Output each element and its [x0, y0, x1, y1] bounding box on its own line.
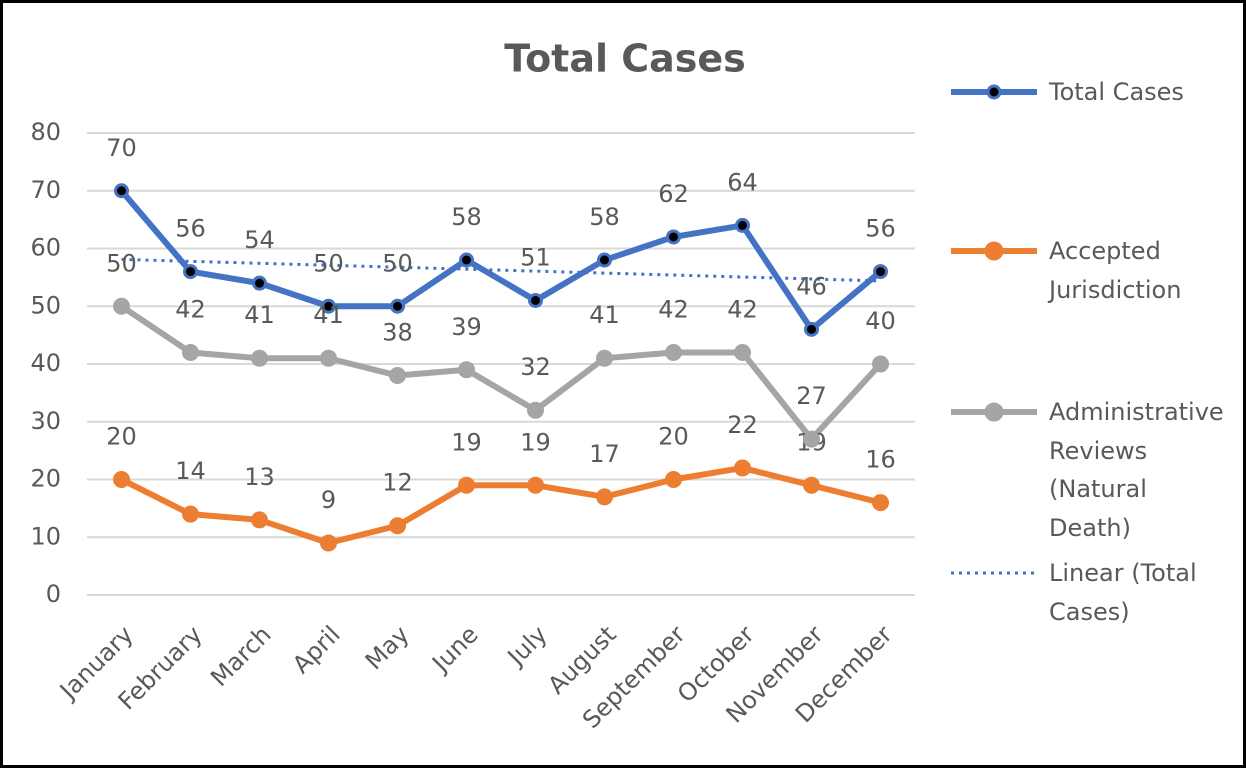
point [320, 349, 337, 367]
legend-marker [984, 241, 1004, 261]
data-label: 38 [382, 319, 413, 347]
series-line [119, 188, 883, 333]
data-label: 20 [658, 423, 689, 451]
data-label: 13 [244, 463, 275, 491]
point [734, 343, 751, 361]
point [527, 401, 544, 419]
data-label: 19 [520, 428, 551, 456]
data-label: 58 [589, 203, 620, 231]
data-label: 32 [520, 353, 551, 381]
legend-label: Total Cases [1049, 78, 1184, 106]
x-tick-label: July [501, 620, 553, 672]
chart: Total Cases 01020304050607080JanuaryFebr… [30, 37, 1037, 734]
point [389, 367, 406, 385]
data-label: 22 [727, 411, 758, 439]
data-label: 27 [796, 382, 827, 410]
data-label: 16 [865, 446, 896, 474]
legend-marker [986, 84, 1002, 100]
point [803, 476, 820, 494]
series-line [120, 464, 882, 547]
data-label: 39 [451, 313, 482, 341]
legend-label: Accepted Jurisdiction [1049, 237, 1182, 304]
y-tick-label: 10 [30, 522, 61, 550]
data-label: 51 [520, 243, 551, 271]
point [665, 471, 682, 488]
point [114, 183, 129, 199]
point [872, 494, 889, 512]
point [251, 511, 268, 529]
legend-label: Administrative Reviews (Natural Death) [1049, 398, 1224, 542]
point [596, 349, 613, 367]
x-tick-label: June [426, 620, 484, 678]
point [528, 292, 543, 308]
data-label: 19 [451, 428, 482, 456]
data-label: 58 [451, 203, 482, 231]
data-label: 41 [244, 301, 275, 329]
data-label: 56 [865, 215, 896, 243]
point [597, 252, 612, 268]
point [389, 517, 406, 535]
y-tick-label: 60 [30, 234, 61, 262]
point [252, 275, 267, 291]
data-label: 40 [865, 307, 896, 335]
data-label: 64 [727, 168, 758, 196]
point [182, 343, 199, 361]
data-label: 70 [106, 134, 137, 162]
data-label: 50 [313, 249, 344, 277]
point [666, 229, 681, 245]
legend-label: Linear (Total Cases) [1049, 559, 1197, 626]
point [803, 430, 820, 448]
y-tick-label: 40 [30, 349, 61, 377]
data-label: 50 [382, 249, 413, 277]
y-tick-label: 30 [30, 407, 61, 435]
data-label: 41 [313, 301, 344, 329]
point [113, 297, 130, 315]
x-tick-label: May [360, 620, 415, 675]
data-label: 56 [175, 215, 206, 243]
data-label: 54 [244, 226, 275, 254]
point [734, 459, 751, 477]
data-label: 17 [589, 440, 620, 468]
data-label: 62 [658, 180, 689, 208]
y-tick-label: 50 [30, 291, 61, 319]
y-tick-label: 0 [46, 580, 61, 608]
series-line [119, 303, 883, 443]
point [183, 264, 198, 280]
data-label: 12 [382, 469, 413, 497]
point [735, 217, 750, 233]
point [665, 343, 682, 361]
point [596, 488, 613, 506]
trendline [121, 257, 881, 283]
y-tick-label: 80 [30, 118, 61, 146]
point [459, 252, 474, 268]
point [527, 476, 544, 494]
point [804, 321, 819, 337]
point [182, 505, 199, 523]
data-label: 50 [106, 249, 137, 277]
x-tick-label: April [287, 620, 346, 679]
point [251, 349, 268, 367]
point [113, 471, 130, 488]
chart-title: Total Cases [504, 37, 746, 81]
data-label: 42 [175, 295, 206, 323]
data-label: 9 [321, 486, 336, 514]
data-label: 20 [106, 423, 137, 451]
x-tick-label: March [205, 620, 277, 692]
point [458, 476, 475, 494]
data-label: 46 [796, 272, 827, 300]
legend-marker [984, 402, 1004, 422]
point [458, 361, 475, 379]
data-label: 42 [727, 295, 758, 323]
point [873, 264, 888, 280]
point [321, 298, 336, 314]
point [390, 298, 405, 314]
data-label: 41 [589, 301, 620, 329]
data-label: 42 [658, 295, 689, 323]
point [320, 534, 337, 552]
point [872, 355, 889, 373]
y-tick-label: 20 [30, 465, 61, 493]
y-tick-label: 70 [30, 176, 61, 204]
data-label: 14 [175, 457, 206, 485]
